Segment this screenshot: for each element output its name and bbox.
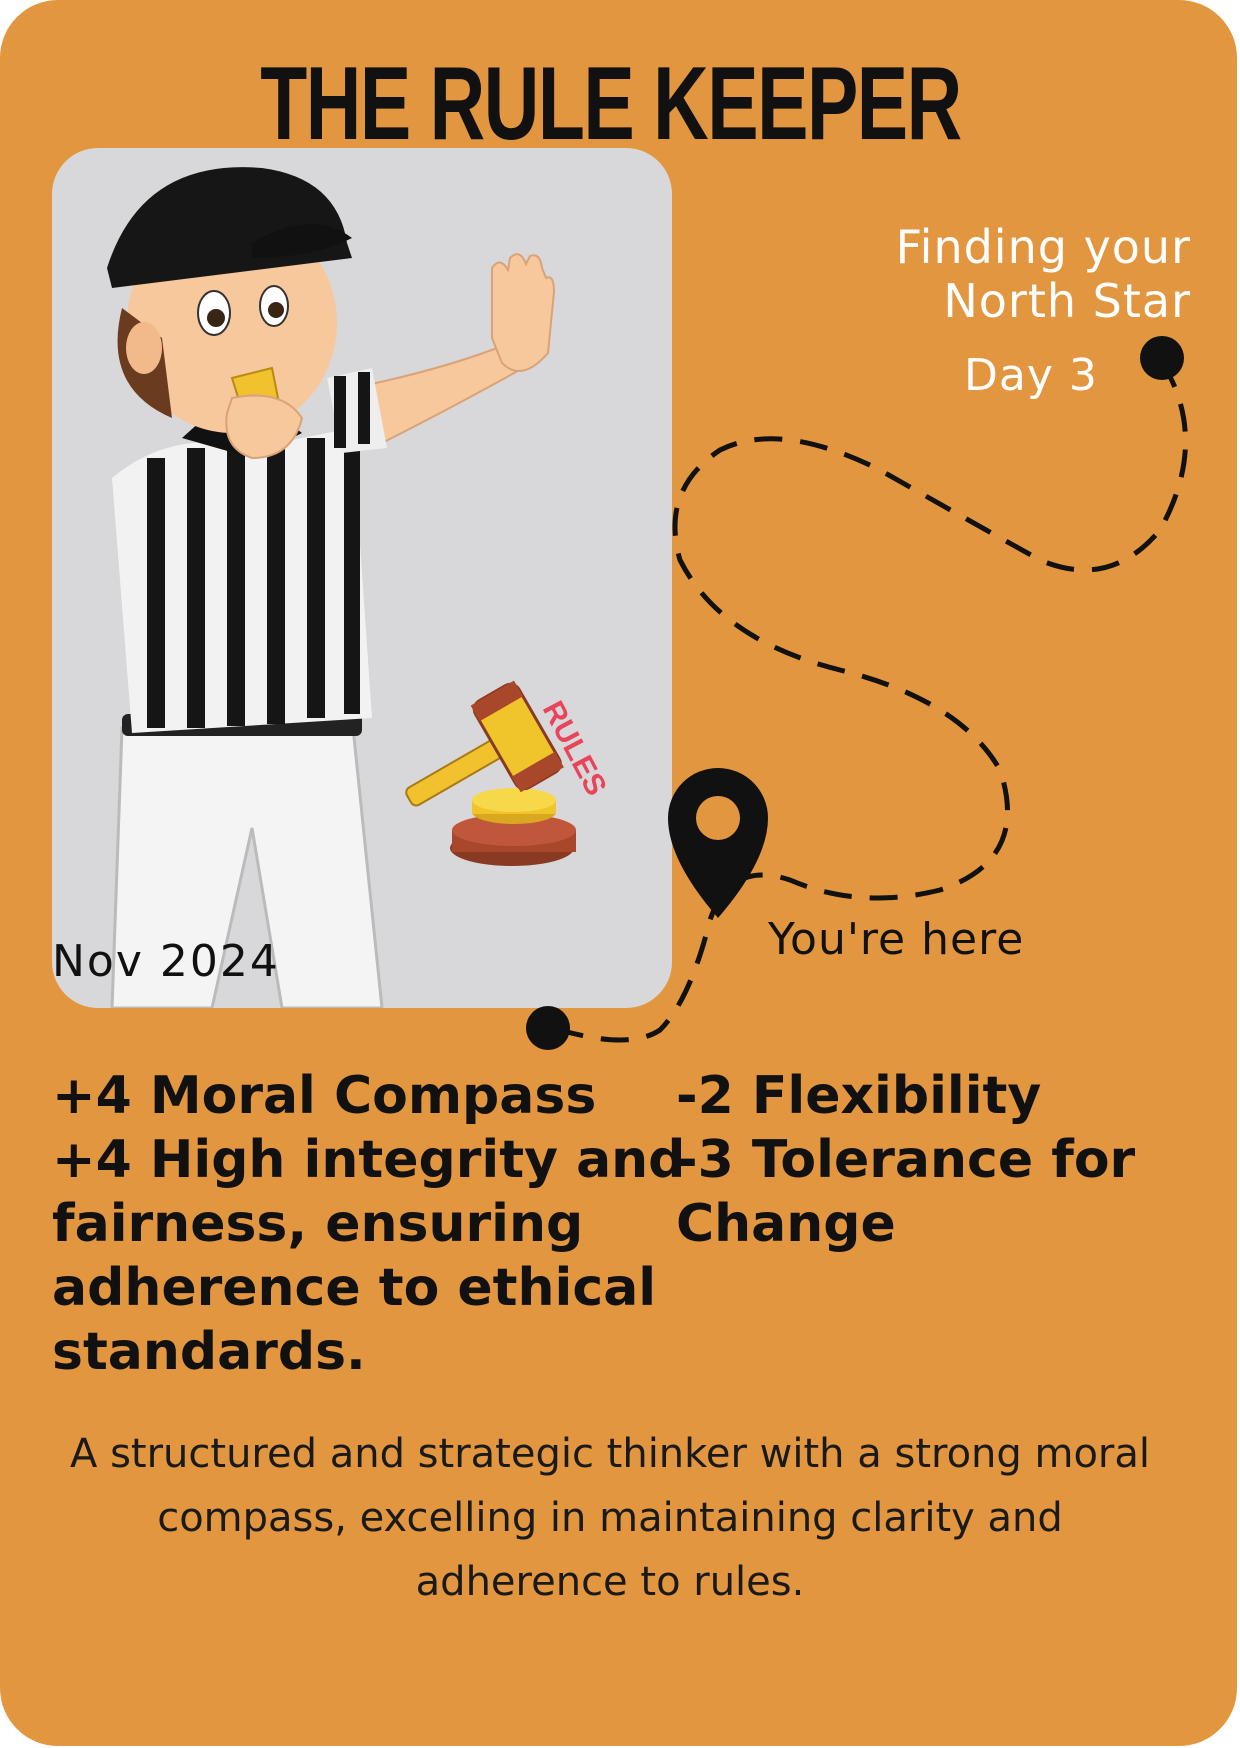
- negative-stats: -2 Flexibility -3 Tolerance for Change: [676, 1064, 1196, 1256]
- positive-stat: +4 High integrity and fairness, ensuring…: [52, 1130, 686, 1382]
- positive-stats: +4 Moral Compass +4 High integrity and f…: [52, 1064, 692, 1384]
- referee-illustration: RULES: [107, 167, 613, 1008]
- negative-stat: -2 Flexibility: [676, 1066, 1042, 1126]
- location-pin-icon: [668, 768, 768, 918]
- subtitle: Finding your North Star: [896, 220, 1191, 328]
- day-label: Day 3: [964, 350, 1098, 401]
- card-date: Nov 2024: [52, 936, 280, 987]
- subtitle-line-1: Finding your: [895, 220, 1191, 274]
- subtitle-line-2: North Star: [943, 274, 1191, 328]
- path-start-dot-icon: [1140, 336, 1184, 380]
- negative-stat: -3 Tolerance for Change: [676, 1130, 1136, 1254]
- path-end-dot-icon: [526, 1006, 570, 1050]
- positive-stat: +4 Moral Compass: [52, 1066, 597, 1126]
- photo-frame: RULES: [52, 148, 672, 1008]
- description: A structured and strategic thinker with …: [70, 1431, 1150, 1605]
- card-title: THE RULE KEEPER: [260, 46, 962, 162]
- marker-label: You're here: [768, 914, 1025, 965]
